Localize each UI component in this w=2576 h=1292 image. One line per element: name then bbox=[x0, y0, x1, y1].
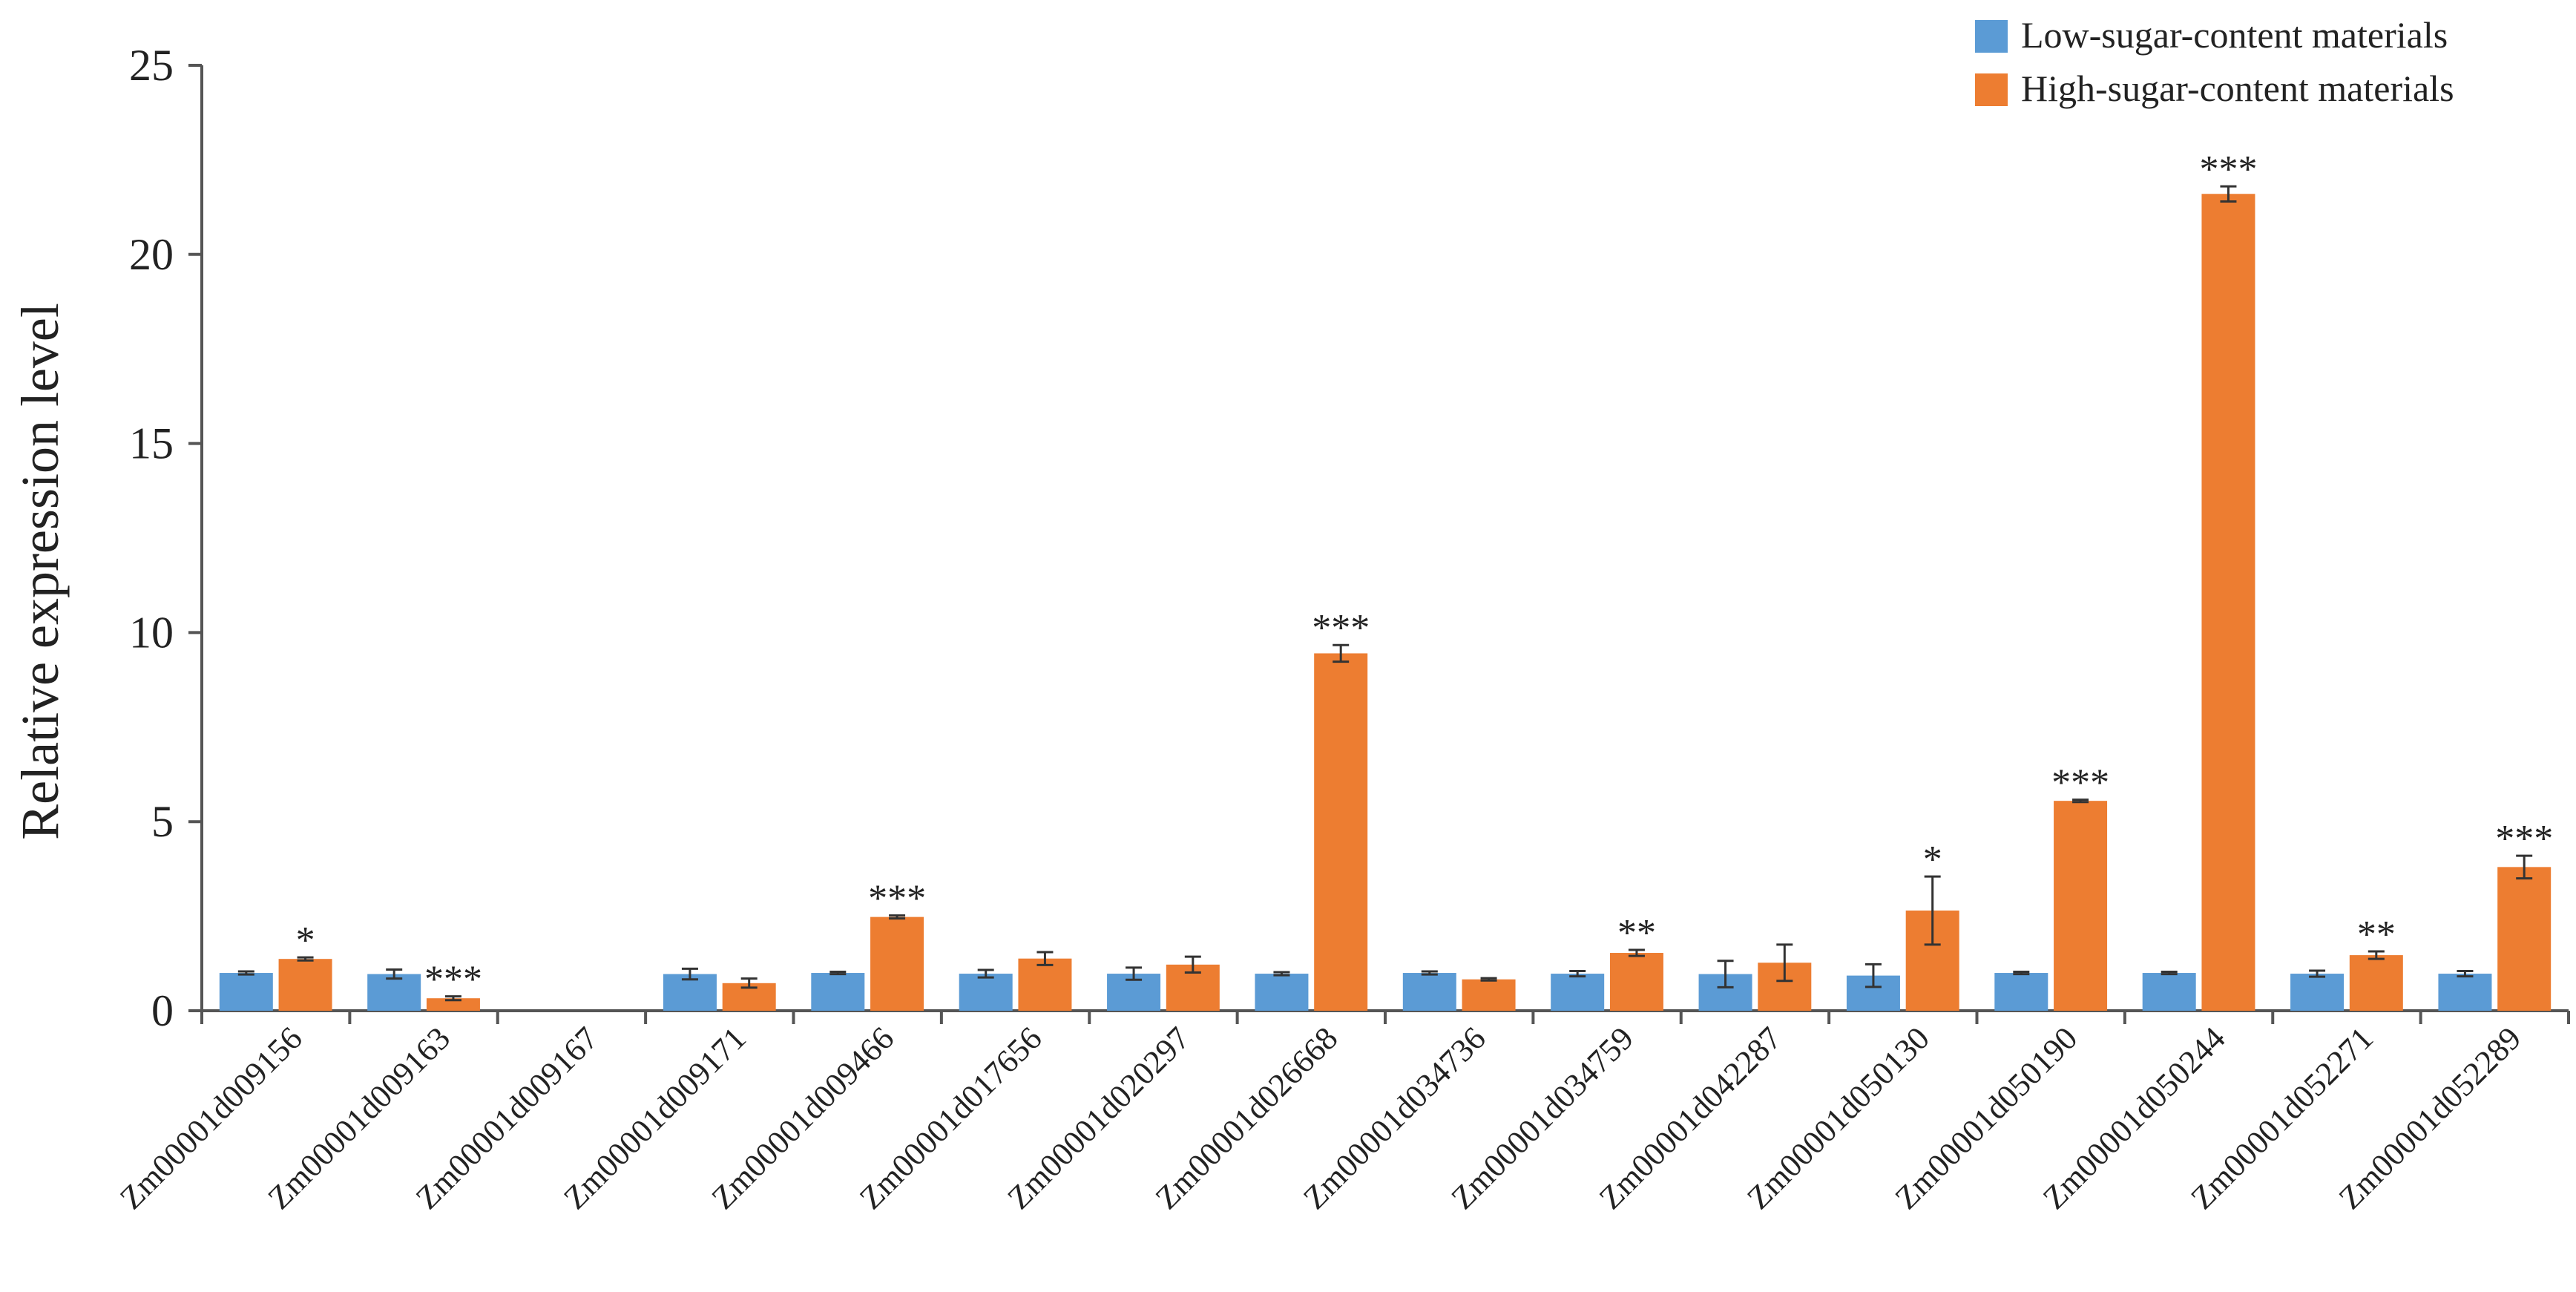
bar-high-sugar bbox=[1018, 958, 1072, 1011]
bar-high-sugar bbox=[278, 959, 332, 1011]
legend-label-low-sugar: Low-sugar-content materials bbox=[2021, 14, 2448, 56]
y-tick-label: 25 bbox=[129, 41, 174, 90]
significance-mark: *** bbox=[424, 959, 482, 1001]
legend-swatch-low-sugar bbox=[1975, 20, 2008, 53]
bar-low-sugar bbox=[811, 973, 865, 1011]
bar-low-sugar bbox=[367, 974, 421, 1011]
bar-high-sugar bbox=[1314, 653, 1368, 1011]
bar-low-sugar bbox=[219, 973, 273, 1011]
significance-mark: *** bbox=[868, 878, 926, 920]
y-tick-label: 15 bbox=[129, 419, 174, 468]
bar-low-sugar bbox=[1994, 973, 2048, 1011]
y-tick-label: 10 bbox=[129, 608, 174, 657]
y-axis-title: Relative expression level bbox=[10, 303, 70, 840]
bar-high-sugar bbox=[2054, 801, 2108, 1011]
bars: ************************ bbox=[219, 148, 2553, 1011]
bar-high-sugar bbox=[1462, 979, 1516, 1011]
bar-high-sugar bbox=[1609, 953, 1663, 1011]
bar-low-sugar bbox=[1551, 974, 1605, 1011]
bar-high-sugar bbox=[2497, 867, 2552, 1011]
x-axis: Zm00001d009156Zm00001d009163Zm00001d0091… bbox=[113, 1009, 2570, 1216]
significance-mark: *** bbox=[2495, 818, 2553, 860]
significance-mark: * bbox=[296, 919, 315, 962]
y-tick-label: 20 bbox=[129, 230, 174, 279]
bar-high-sugar bbox=[426, 998, 480, 1011]
significance-mark: ** bbox=[2357, 914, 2396, 956]
significance-mark: ** bbox=[1617, 912, 1656, 954]
bar-low-sugar bbox=[2142, 973, 2196, 1011]
significance-mark: *** bbox=[2199, 148, 2257, 191]
significance-mark: * bbox=[1923, 839, 1942, 881]
bar-low-sugar bbox=[1402, 973, 1456, 1011]
y-tick-label: 0 bbox=[151, 986, 174, 1035]
bar-high-sugar bbox=[2349, 955, 2403, 1011]
bar-low-sugar bbox=[1255, 974, 1309, 1011]
y-axis: 0 5 10 15 20 25 bbox=[129, 41, 203, 1035]
bar-low-sugar bbox=[2438, 974, 2492, 1011]
significance-mark: *** bbox=[2051, 762, 2109, 804]
y-tick-label: 5 bbox=[151, 797, 174, 846]
bar-low-sugar bbox=[2290, 974, 2345, 1011]
bar-high-sugar bbox=[2201, 194, 2255, 1011]
legend-label-high-sugar: High-sugar-content materials bbox=[2021, 68, 2454, 109]
significance-mark: *** bbox=[1312, 607, 1370, 649]
legend-swatch-high-sugar bbox=[1975, 73, 2008, 106]
bar-low-sugar bbox=[959, 974, 1013, 1011]
bar-high-sugar bbox=[870, 916, 924, 1011]
legend: Low-sugar-content materials High-sugar-c… bbox=[1975, 14, 2454, 109]
